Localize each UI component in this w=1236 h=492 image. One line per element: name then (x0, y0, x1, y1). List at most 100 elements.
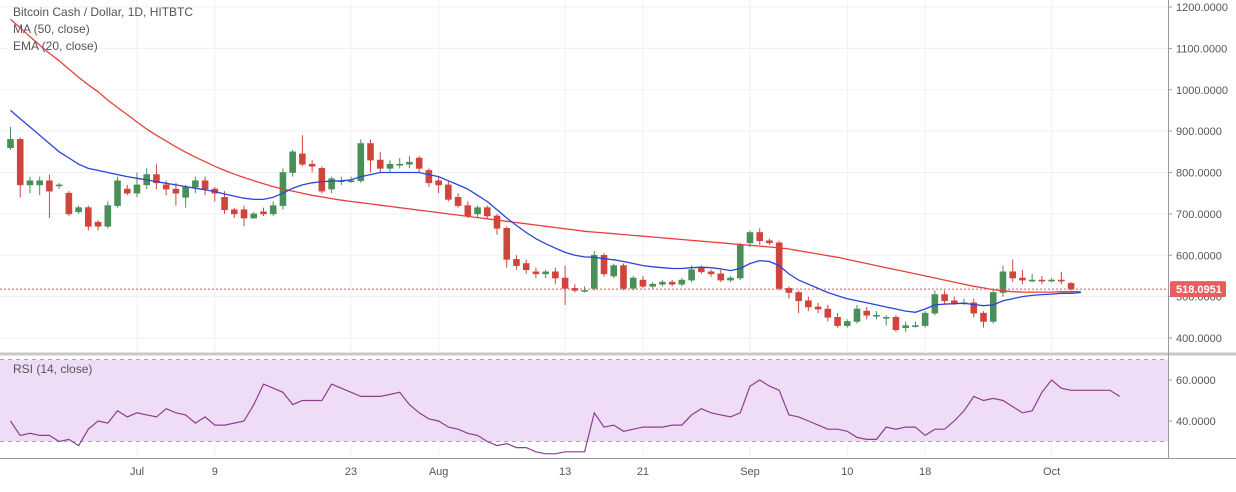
price-axis-label: 1000.0000 (1176, 85, 1228, 97)
time-axis-label: 18 (919, 466, 931, 478)
candle (396, 158, 404, 169)
candle-body-down (1067, 283, 1075, 290)
candle-body-down (513, 259, 520, 266)
candle (269, 201, 277, 216)
candle (746, 230, 754, 247)
time-axis[interactable]: Jul 9 23 Aug 13 21 Sep 10 18 Oct (130, 466, 1060, 478)
price-axis-label: 700.0000 (1176, 209, 1222, 221)
candle-body-up (659, 281, 666, 285)
candle-body-down (892, 317, 900, 331)
candle-body-down (1009, 271, 1016, 279)
candle-body-up (192, 180, 199, 188)
candle-body-up (590, 254, 598, 289)
price-axis-label: 800.0000 (1176, 168, 1222, 180)
ema-legend-label[interactable]: EMA (20, close) (13, 39, 98, 53)
candle-body-down (522, 263, 530, 271)
candle (931, 290, 939, 316)
rsi-legend-label[interactable]: RSI (14, close) (13, 362, 93, 376)
rsi-axis[interactable]: 60.0000 40.0000 (1168, 375, 1216, 428)
candle-body-up (873, 314, 880, 317)
candle-body-down (464, 205, 472, 217)
candle (834, 313, 841, 328)
candle-body-up (7, 139, 14, 148)
candle-body-down (65, 192, 73, 215)
candle (493, 213, 501, 235)
time-axis-label: Sep (740, 466, 760, 478)
candle-body-up (931, 294, 939, 314)
candle (7, 126, 14, 150)
candle (989, 288, 997, 324)
candle-body-up (746, 232, 754, 244)
candle (649, 282, 656, 289)
main-legend: Bitcoin Cash / Dollar, 1D, HITBTC MA (50… (13, 4, 193, 55)
price-axis[interactable]: 1200.0000 1100.0000 1000.0000 900.0000 800.0… (1168, 2, 1228, 345)
candle-body-up (688, 269, 695, 281)
candle (1019, 269, 1026, 285)
candle (756, 228, 764, 245)
candle (435, 176, 442, 194)
candle-body-down (172, 188, 180, 194)
candle-body-up (912, 325, 919, 327)
candle (406, 155, 413, 169)
candle (55, 182, 63, 190)
candles (7, 126, 1075, 332)
candle-body-down (435, 180, 442, 186)
candle (386, 160, 394, 173)
price-axis-label: 900.0000 (1176, 126, 1222, 138)
candle-body-down (503, 228, 511, 260)
candle-body-up (727, 277, 734, 281)
rsi-axis-label: 60.0000 (1176, 375, 1216, 387)
candle (970, 298, 978, 318)
candle-body-up (629, 277, 637, 289)
candle-body-down (834, 317, 841, 326)
candle (16, 137, 24, 198)
candle (425, 168, 433, 187)
candle-body-up (989, 292, 997, 322)
candle (843, 319, 851, 328)
time-axis-label: 13 (559, 466, 571, 478)
candle (201, 176, 209, 196)
candle-body-down (445, 184, 452, 200)
candle-body-down (824, 308, 832, 318)
candle-body-down (85, 207, 92, 227)
symbol-title[interactable]: Bitcoin Cash / Dollar, 1D, HITBTC (13, 5, 194, 19)
candle-body-up (902, 325, 909, 328)
candle (65, 191, 73, 216)
candle (483, 205, 491, 219)
candle-body-down (707, 271, 715, 275)
candle-body-up (1028, 279, 1036, 282)
candle (610, 263, 618, 279)
candle-body-down (153, 174, 160, 184)
candle (260, 207, 267, 216)
rsi-band (0, 359, 1168, 442)
candle-body-down (639, 279, 647, 287)
candle (629, 275, 637, 291)
candle-body-up (26, 180, 34, 186)
candle (376, 151, 384, 173)
candle (474, 205, 481, 219)
candle-body-down (863, 310, 871, 316)
candle-body-up (396, 163, 404, 166)
candle-body-down (814, 306, 822, 310)
candle-body-up (921, 312, 929, 326)
candle-body-down (16, 139, 24, 186)
candle (308, 160, 316, 173)
candle (659, 280, 666, 287)
candle-body-down (94, 221, 102, 227)
candle (795, 290, 802, 314)
candle-body-up (542, 271, 549, 275)
candle-body-down (415, 157, 423, 169)
candle-body-up (75, 207, 82, 213)
ma-legend-label[interactable]: MA (50, close) (13, 22, 90, 36)
candle (542, 269, 549, 279)
candle (921, 311, 929, 328)
candle-body-down (552, 271, 559, 279)
candle-body-down (46, 180, 53, 192)
candle (639, 275, 647, 289)
candle (289, 149, 296, 177)
candle-body-up (182, 186, 189, 198)
candle-body-down (483, 207, 491, 217)
candle (766, 238, 773, 245)
candle (250, 211, 258, 219)
candle-body-up (678, 279, 686, 285)
